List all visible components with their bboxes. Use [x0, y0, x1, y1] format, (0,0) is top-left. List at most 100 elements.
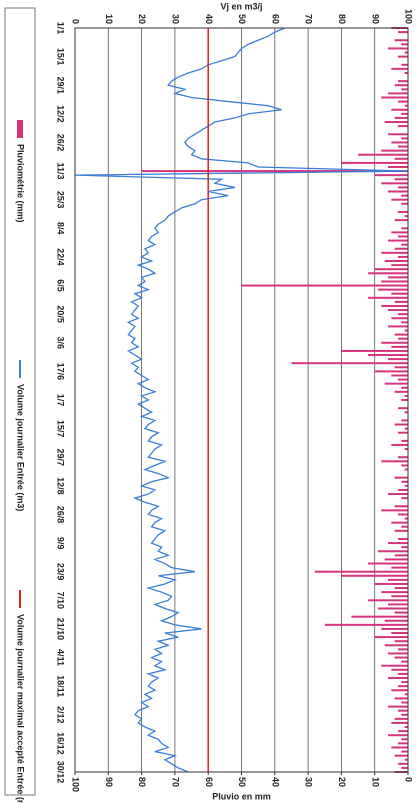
rain-bar: [358, 153, 408, 156]
rain-bar: [394, 754, 408, 757]
x-tick-label: 29/1: [56, 76, 66, 94]
x-tick-label: 15/7: [56, 420, 66, 438]
rain-bar: [401, 681, 408, 684]
x-tick-label: 23/9: [56, 563, 66, 581]
rain-bar: [398, 125, 408, 128]
rain-bar: [401, 713, 408, 716]
rain-bar: [388, 165, 408, 168]
rain-bar: [394, 476, 408, 479]
rain-bar: [401, 738, 408, 741]
rain-bar: [381, 591, 408, 594]
rain-bar: [398, 537, 408, 540]
rain-bar: [391, 108, 408, 111]
rain-bar: [374, 636, 408, 639]
rain-bar: [391, 231, 408, 234]
rain-bar: [388, 133, 408, 136]
y2-tick-label: 70: [171, 777, 181, 787]
rain-bar: [381, 182, 408, 185]
rain-bar: [398, 456, 408, 459]
rain-bar: [388, 542, 408, 545]
y2-tick-label: 80: [137, 777, 147, 787]
rain-bar: [404, 517, 408, 520]
rain-bar: [401, 464, 408, 467]
rain-bar: [394, 247, 408, 250]
rain-bar: [398, 378, 408, 381]
rain-bar: [398, 235, 408, 238]
rain-bar: [394, 529, 408, 532]
rain-bar: [398, 186, 408, 189]
rain-bar: [401, 480, 408, 483]
rain-bar: [401, 497, 408, 500]
x-tick-label: 4/11: [56, 649, 66, 666]
rain-bar: [401, 525, 408, 528]
rain-bar: [381, 149, 408, 152]
rain-bar: [391, 632, 408, 635]
rain-bar: [398, 513, 408, 516]
x-tick-label: 21/10: [56, 618, 66, 641]
y-tick-label: 0: [71, 19, 81, 24]
rain-bar: [394, 611, 408, 614]
rain-bar: [374, 370, 408, 373]
rain-bar: [398, 488, 408, 491]
rain-bar: [394, 84, 408, 87]
y2-tick-label: 40: [270, 777, 280, 787]
rain-bar: [394, 505, 408, 508]
rain-bar: [404, 329, 408, 332]
y-tick-label: 60: [270, 14, 280, 24]
rain-bar: [391, 292, 408, 295]
rain-bar: [388, 358, 408, 361]
rain-bar: [381, 664, 408, 667]
rain-bar: [381, 304, 408, 307]
rain-bar: [391, 595, 408, 598]
rain-bar: [398, 337, 408, 340]
rain-bar: [388, 190, 408, 193]
rain-bar: [398, 407, 408, 410]
rain-bar: [401, 321, 408, 324]
y-tick-label: 30: [171, 14, 181, 24]
rain-bar: [404, 104, 408, 107]
rain-bar: [368, 272, 408, 275]
rain-bar: [391, 317, 408, 320]
rain-bar: [384, 260, 408, 263]
rain-bar: [388, 239, 408, 242]
rain-bar: [401, 750, 408, 753]
rain-bar: [394, 587, 408, 590]
rain-bar: [404, 394, 408, 397]
x-tick-label: 17/6: [56, 363, 66, 381]
rain-bar: [388, 652, 408, 655]
rain-bar: [384, 382, 408, 385]
rain-bar: [368, 354, 408, 357]
rain-bar: [388, 734, 408, 737]
rain-bar: [384, 619, 408, 622]
rain-bar: [341, 574, 408, 577]
rain-bar: [394, 178, 408, 181]
x-tick-label: 22/4: [56, 248, 66, 266]
rain-bar: [381, 251, 408, 254]
y-tick-label: 20: [137, 14, 147, 24]
y-tick-label: 90: [370, 14, 380, 24]
rain-bar: [324, 623, 408, 626]
rain-bar: [388, 276, 408, 279]
y2-tick-label: 10: [370, 777, 380, 787]
rain-bar: [388, 493, 408, 496]
rain-bar: [314, 570, 408, 573]
rain-bar: [378, 288, 408, 291]
x-tick-label: 18/11: [56, 675, 66, 697]
x-tick-label: 3/6: [56, 337, 66, 350]
rain-bar: [388, 309, 408, 312]
rain-bar: [394, 390, 408, 393]
rain-bar: [404, 468, 408, 471]
rain-bar: [391, 721, 408, 724]
y2-tick-label: 100: [71, 777, 81, 792]
rain-bar: [401, 202, 408, 205]
volume-line: [74, 27, 409, 773]
rain-bar: [394, 300, 408, 303]
y-tick-label: 40: [204, 14, 214, 24]
rain-bar: [401, 439, 408, 442]
rain-bar: [394, 39, 408, 42]
rain-bar: [391, 198, 408, 201]
rain-bar: [394, 366, 408, 369]
x-tick-label: 25/3: [56, 191, 66, 209]
rain-bar: [401, 546, 408, 549]
